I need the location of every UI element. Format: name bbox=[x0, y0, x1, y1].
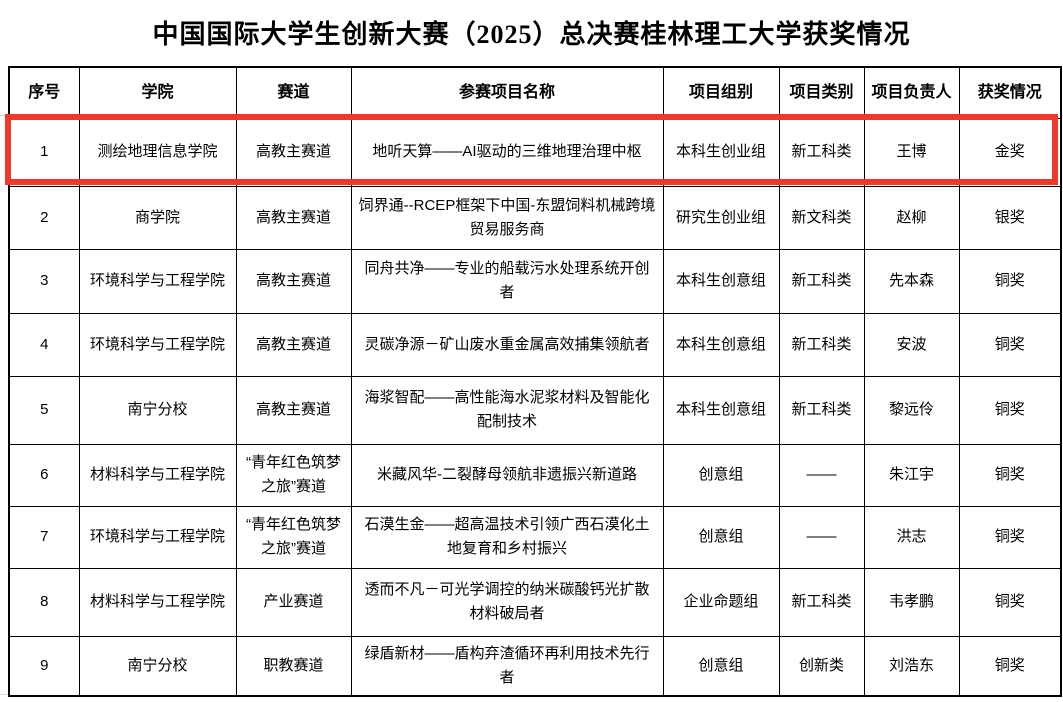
table-cell: —— bbox=[778, 505, 865, 569]
column-header: 赛道 bbox=[235, 66, 352, 119]
table-cell: 高教主赛道 bbox=[235, 117, 352, 187]
table-cell: 透而不凡－可光学调控的纳米碳酸钙光扩散材料破局者 bbox=[350, 567, 664, 637]
table-cell: 铜奖 bbox=[958, 375, 1062, 445]
table-cell: 研究生创业组 bbox=[662, 185, 780, 250]
table-row: 6 材料科学与工程学院 “青年红色筑梦之旅”赛道 米藏风华-二裂酵母领航非遗振兴新道路… bbox=[8, 443, 1062, 507]
table-cell: 刘浩东 bbox=[863, 635, 960, 697]
table-cell: 本科生创业组 bbox=[662, 117, 780, 187]
table-row: 5 南宁分校 高教主赛道 海浆智配——高性能海水泥浆材料及智能化配制技术 本科生创意组新… bbox=[8, 375, 1062, 445]
table-cell: 产业赛道 bbox=[235, 567, 352, 637]
table-cell: 安波 bbox=[863, 312, 960, 377]
table-cell: “青年红色筑梦之旅”赛道 bbox=[235, 443, 352, 507]
table-row: 8 材料科学与工程学院 产业赛道 透而不凡－可光学调控的纳米碳酸钙光扩散材料破局者 企业… bbox=[8, 567, 1062, 637]
table-cell: 创意组 bbox=[662, 635, 780, 697]
table-cell: 铜奖 bbox=[958, 443, 1062, 507]
table-cell: 环境科学与工程学院 bbox=[78, 505, 237, 569]
table-cell: 铜奖 bbox=[958, 635, 1062, 697]
table-cell: 3 bbox=[8, 248, 80, 314]
column-header: 项目负责人 bbox=[863, 66, 960, 119]
table-cell: 石漠生金——超高温技术引领广西石漠化土地复育和乡村振兴 bbox=[350, 505, 664, 569]
table-cell: 同舟共净——专业的船载污水处理系统开创者 bbox=[350, 248, 664, 314]
table-cell: 高教主赛道 bbox=[235, 185, 352, 250]
table-cell: 4 bbox=[8, 312, 80, 377]
table-cell: 赵柳 bbox=[863, 185, 960, 250]
table-cell: 职教赛道 bbox=[235, 635, 352, 697]
table-cell: 高教主赛道 bbox=[235, 375, 352, 445]
table-cell: 铜奖 bbox=[958, 312, 1062, 377]
table-cell: 环境科学与工程学院 bbox=[78, 312, 237, 377]
table-cell: 饲界通--RCEP框架下中国-东盟饲料机械跨境贸易服务商 bbox=[350, 185, 664, 250]
table-cell: 本科生创意组 bbox=[662, 248, 780, 314]
table-cell: 创意组 bbox=[662, 505, 780, 569]
column-header: 参赛项目名称 bbox=[350, 66, 664, 119]
column-header: 学院 bbox=[78, 66, 237, 119]
table-cell: 金奖 bbox=[958, 117, 1062, 187]
awards-table: 序号 学院 赛道 参赛项目名称 项目组别 项目类别 项目负责人 获奖情况 1 测绘地理信息学院高… bbox=[8, 66, 1062, 697]
table-cell: 韦孝鹏 bbox=[863, 567, 960, 637]
table-cell: “青年红色筑梦之旅”赛道 bbox=[235, 505, 352, 569]
table-cell: 灵碳净源－矿山废水重金属高效捕集领航者 bbox=[350, 312, 664, 377]
table-cell: 新工科类 bbox=[778, 312, 865, 377]
table-cell: 商学院 bbox=[78, 185, 237, 250]
gridline-stub bbox=[0, 694, 8, 695]
table-row: 9 南宁分校 职教赛道 绿盾新材——盾构弃渣循环再利用技术先行者 创意组 创新类 刘浩东 铜奖 bbox=[8, 635, 1062, 697]
table-cell: 7 bbox=[8, 505, 80, 569]
table-row: 7 环境科学与工程学院 “青年红色筑梦之旅”赛道 石漠生金——超高温技术引领广西石漠化… bbox=[8, 505, 1062, 569]
table-cell: 环境科学与工程学院 bbox=[78, 248, 237, 314]
header-row: 序号 学院 赛道 参赛项目名称 项目组别 项目类别 项目负责人 获奖情况 bbox=[8, 66, 1062, 119]
table-cell: 2 bbox=[8, 185, 80, 250]
table-cell: 新文科类 bbox=[778, 185, 865, 250]
column-header: 序号 bbox=[8, 66, 80, 119]
table-cell: 创意组 bbox=[662, 443, 780, 507]
table-cell: 材料科学与工程学院 bbox=[78, 443, 237, 507]
table-cell: 朱江宇 bbox=[863, 443, 960, 507]
table-header: 序号 学院 赛道 参赛项目名称 项目组别 项目类别 项目负责人 获奖情况 bbox=[8, 66, 1062, 119]
table-cell: 测绘地理信息学院 bbox=[78, 117, 237, 187]
table-cell: 地听天算——AI驱动的三维地理治理中枢 bbox=[350, 117, 664, 187]
table-cell: 新工科类 bbox=[778, 375, 865, 445]
table-cell: 企业命题组 bbox=[662, 567, 780, 637]
table-cell: 黎远伶 bbox=[863, 375, 960, 445]
table-cell: 5 bbox=[8, 375, 80, 445]
table-cell: 先本森 bbox=[863, 248, 960, 314]
table-cell: 高教主赛道 bbox=[235, 312, 352, 377]
table-cell: 本科生创意组 bbox=[662, 375, 780, 445]
table-cell: 高教主赛道 bbox=[235, 248, 352, 314]
table-cell: 铜奖 bbox=[958, 248, 1062, 314]
table-cell: —— bbox=[778, 443, 865, 507]
table-row: 2 商学院 高教主赛道 饲界通--RCEP框架下中国-东盟饲料机械跨境贸易服务商 研究生… bbox=[8, 185, 1062, 250]
table-cell: 8 bbox=[8, 567, 80, 637]
page-title: 中国国际大学生创新大赛（2025）总决赛桂林理工大学获奖情况 bbox=[152, 19, 911, 49]
table-cell: 铜奖 bbox=[958, 505, 1062, 569]
column-header: 项目组别 bbox=[662, 66, 780, 119]
table-cell: 银奖 bbox=[958, 185, 1062, 250]
table-cell: 米藏风华-二裂酵母领航非遗振兴新道路 bbox=[350, 443, 664, 507]
table-row: 1 测绘地理信息学院 高教主赛道 地听天算——AI驱动的三维地理治理中枢 本科生创业组新… bbox=[8, 117, 1062, 187]
table-cell: 王博 bbox=[863, 117, 960, 187]
table-row: 3 环境科学与工程学院 高教主赛道 同舟共净——专业的船载污水处理系统开创者 本科生创意… bbox=[8, 248, 1062, 314]
table-cell: 1 bbox=[8, 117, 80, 187]
table-row: 4 环境科学与工程学院 高教主赛道 灵碳净源－矿山废水重金属高效捕集领航者 本科生创意组… bbox=[8, 312, 1062, 377]
table-cell: 新工科类 bbox=[778, 248, 865, 314]
column-header: 获奖情况 bbox=[958, 66, 1062, 119]
table-cell: 6 bbox=[8, 443, 80, 507]
table-cell: 铜奖 bbox=[958, 567, 1062, 637]
table-cell: 创新类 bbox=[778, 635, 865, 697]
table-cell: 材料科学与工程学院 bbox=[78, 567, 237, 637]
table-cell: 绿盾新材——盾构弃渣循环再利用技术先行者 bbox=[350, 635, 664, 697]
table-cell: 海浆智配——高性能海水泥浆材料及智能化配制技术 bbox=[350, 375, 664, 445]
column-header: 项目类别 bbox=[778, 66, 865, 119]
table-cell: 新工科类 bbox=[778, 117, 865, 187]
table-cell: 新工科类 bbox=[778, 567, 865, 637]
table-cell: 南宁分校 bbox=[78, 635, 237, 697]
gridline-stub bbox=[0, 115, 8, 116]
table-cell: 9 bbox=[8, 635, 80, 697]
table-cell: 洪志 bbox=[863, 505, 960, 569]
table-cell: 本科生创意组 bbox=[662, 312, 780, 377]
table-body: 1 测绘地理信息学院 高教主赛道 地听天算——AI驱动的三维地理治理中枢 本科生创业组新… bbox=[8, 117, 1062, 697]
table-cell: 南宁分校 bbox=[78, 375, 237, 445]
